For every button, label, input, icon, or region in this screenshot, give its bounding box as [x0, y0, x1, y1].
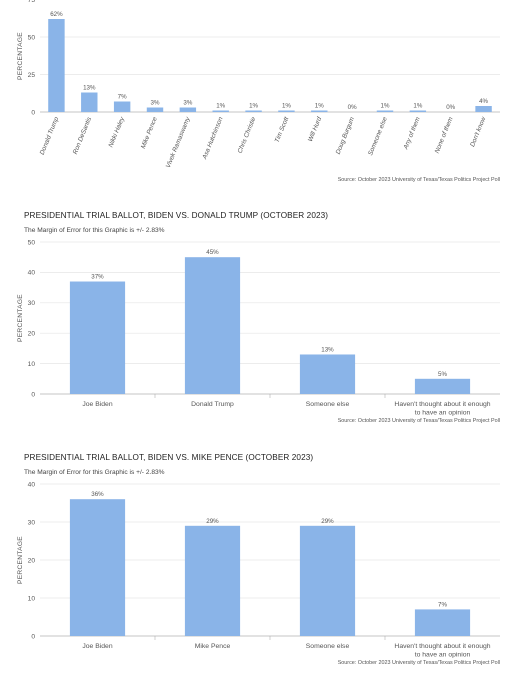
y-axis-label: PERCENTAGE [17, 32, 24, 80]
x-tick-label-line: to have an opinion [415, 652, 471, 659]
data-label: 45% [206, 249, 219, 256]
bar [212, 110, 229, 112]
x-tick-label-line: Joe Biden [82, 643, 112, 650]
y-axis-label: PERCENTAGE [17, 536, 24, 584]
bar [81, 92, 98, 112]
x-tick-label: Someone else [306, 643, 350, 650]
data-label: 13% [321, 346, 334, 353]
x-tick-label-line: Haven't thought about it enough [394, 401, 490, 408]
bar [69, 499, 126, 636]
bar [299, 525, 356, 636]
data-label: 3% [183, 100, 192, 107]
y-tick-label: 20 [28, 331, 36, 338]
y-tick-label: 10 [28, 361, 36, 368]
bar [414, 609, 471, 636]
chart-primary: 0 25 50 75 PERCENTAGE 62% Donald Trump 13% Ron D… [0, 0, 524, 200]
bar [414, 378, 471, 394]
x-tick-label: Joe Biden [82, 643, 112, 650]
x-tick-label: Joe Biden [82, 401, 112, 408]
chart-biden-trump-title: PRESIDENTIAL TRIAL BALLOT, BIDEN VS. DON… [24, 211, 329, 220]
bar [311, 110, 328, 112]
data-label: 1% [315, 103, 324, 110]
data-label: 1% [413, 103, 422, 110]
y-tick-label: 0 [31, 633, 35, 640]
x-tick-label: Mike Pence [195, 643, 231, 650]
data-label: 0% [446, 104, 455, 111]
x-tick-label-line: Haven't thought about it enough [394, 643, 490, 650]
chart-biden-pence-source: Source: October 2023 University of Texas… [337, 660, 500, 666]
x-tick-label-line: Mike Pence [195, 643, 231, 650]
x-tick-label-line: Someone else [306, 643, 350, 650]
x-tick-label: Donald Trump [191, 401, 234, 408]
chart-biden-trump-source: Source: October 2023 University of Texas… [337, 418, 500, 424]
x-tick-label-line: Donald Trump [191, 401, 234, 408]
x-tick-label-line: Someone else [306, 401, 350, 408]
data-label: 3% [151, 100, 160, 107]
x-tick-label-line: to have an opinion [415, 410, 471, 417]
data-label: 36% [91, 491, 104, 498]
y-tick-label: 50 [28, 239, 36, 246]
y-tick-label: 30 [28, 519, 36, 526]
data-label: 1% [381, 103, 390, 110]
chart-biden-pence-title: PRESIDENTIAL TRIAL BALLOT, BIDEN VS. MIK… [24, 453, 314, 462]
chart-biden-pence-plot: 0 10 20 30 40 PERCENTAGE 36% Joe Biden 29% Mike P… [17, 481, 500, 659]
data-label: 1% [216, 103, 225, 110]
y-tick-label: 40 [28, 270, 36, 277]
data-label: 4% [479, 98, 488, 105]
data-label: 0% [348, 104, 357, 111]
y-tick-label: 20 [28, 557, 36, 564]
y-tick-label: 30 [28, 300, 36, 307]
bar [475, 106, 492, 112]
data-label: 5% [438, 371, 447, 378]
bar [409, 110, 427, 112]
y-tick-label: 50 [28, 34, 36, 41]
bar [376, 110, 394, 112]
bar [299, 354, 356, 394]
data-label: 1% [282, 103, 291, 110]
data-label: 7% [438, 601, 447, 608]
bar [48, 19, 65, 112]
y-tick-label: 0 [31, 391, 35, 398]
y-tick-label: 25 [28, 72, 36, 79]
y-tick-label: 10 [28, 595, 36, 602]
chart-primary-source: Source: October 2023 University of Texas… [337, 177, 500, 183]
bar [184, 525, 241, 636]
bar [184, 257, 241, 394]
chart-biden-pence-subtitle: The Margin of Error for this Graphic is … [24, 469, 165, 476]
y-axis-label: PERCENTAGE [17, 294, 24, 342]
bar [245, 110, 262, 112]
y-tick-label: 40 [28, 481, 36, 488]
y-tick-label: 0 [31, 109, 35, 116]
data-label: 1% [249, 103, 258, 110]
x-tick-label: Someone else [306, 401, 350, 408]
bar [113, 101, 131, 112]
data-label: 7% [118, 94, 127, 101]
chart-biden-trump-plot: 0 10 20 30 40 50 PERCENTAGE 37% Joe Biden 45% Dona… [17, 239, 500, 417]
data-label: 37% [91, 274, 104, 281]
data-label: 13% [83, 85, 96, 92]
data-label: 29% [206, 518, 219, 525]
x-tick-label: Haven't thought about it enough to have a… [394, 643, 490, 659]
bar [278, 110, 295, 112]
chart-biden-trump-subtitle: The Margin of Error for this Graphic is … [24, 227, 165, 234]
data-label: 62% [50, 11, 63, 18]
y-tick-label: 75 [28, 0, 36, 4]
bar [69, 281, 126, 394]
bar [146, 107, 164, 112]
data-label: 29% [321, 518, 334, 525]
bar [179, 107, 197, 112]
x-tick-label-line: Joe Biden [82, 401, 112, 408]
x-tick-label: Haven't thought about it enough to have a… [394, 401, 490, 417]
